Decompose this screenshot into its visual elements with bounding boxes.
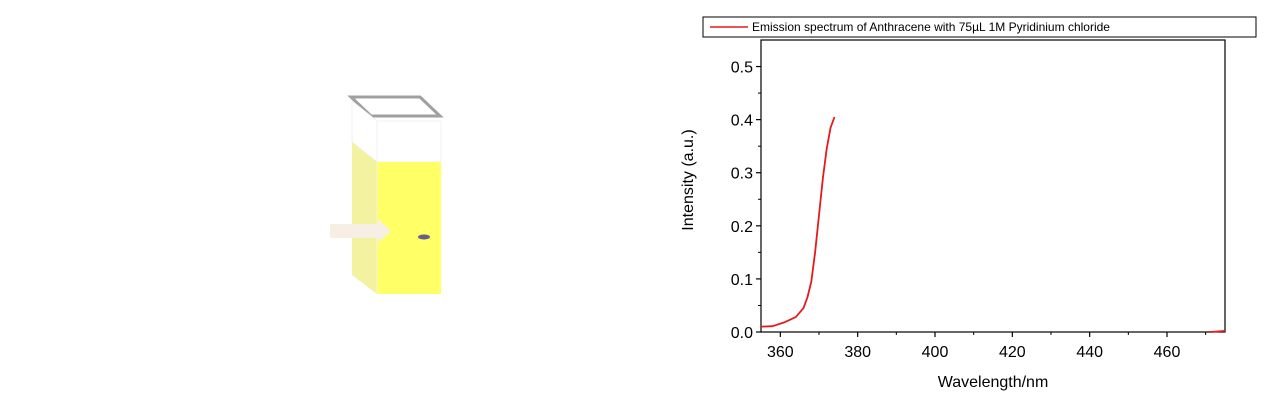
emission-spot [418, 234, 430, 240]
legend-label: Emission spectrum of Anthracene with 75µ… [752, 20, 1110, 34]
y-tick-label: 0.4 [731, 113, 753, 130]
x-axis: 360 380 400 420 440 460 [767, 332, 1207, 361]
y-tick-label: 0.3 [731, 166, 753, 183]
x-tick-label: 440 [1076, 344, 1103, 361]
cuvette-lid [347, 95, 444, 118]
cuvette-upper-front-glass [376, 120, 442, 163]
y-tick-label: 0.5 [731, 60, 753, 77]
x-tick-label: 400 [922, 344, 949, 361]
y-tick-label: 0.1 [731, 272, 753, 289]
emission-chart: 0.0 0.1 0.2 0.3 0.4 0.5 360 380 400 420 440 460 Wa… [680, 16, 1257, 391]
y-axis: 0.0 0.1 0.2 0.3 0.4 0.5 [731, 60, 761, 342]
y-axis-label: Intensity (a.u.) [680, 129, 697, 230]
series-line [1209, 330, 1226, 333]
plot-frame [760, 39, 1226, 333]
cuvette-side-liquid [352, 142, 377, 294]
x-tick-label: 460 [1154, 344, 1181, 361]
series-line [760, 116, 836, 328]
excitation-arrow [330, 219, 391, 243]
y-tick-label: 0.0 [731, 325, 753, 342]
x-tick-label: 380 [844, 344, 871, 361]
plot-lines [760, 116, 1226, 333]
x-tick-label: 420 [999, 344, 1026, 361]
x-tick-label: 360 [767, 344, 794, 361]
legend-box [702, 16, 1257, 38]
y-tick-label: 0.2 [731, 219, 753, 236]
legend: Emission spectrum of Anthracene with 75µ… [702, 16, 1257, 38]
x-axis-label: Wavelength/nm [938, 374, 1049, 391]
cuvette-illustration [330, 95, 444, 294]
